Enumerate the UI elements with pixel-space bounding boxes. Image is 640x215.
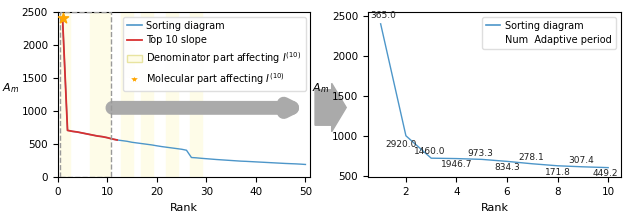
Legend: Sorting diagram, Num  Adaptive period: Sorting diagram, Num Adaptive period <box>482 17 616 49</box>
Bar <box>141 12 153 177</box>
Text: 307.4: 307.4 <box>569 156 595 165</box>
X-axis label: Rank: Rank <box>481 203 508 213</box>
Text: 171.8: 171.8 <box>545 167 570 177</box>
Bar <box>191 12 202 177</box>
Text: 449.2: 449.2 <box>593 169 618 178</box>
Text: 1946.7: 1946.7 <box>441 160 472 169</box>
Text: 2920.0: 2920.0 <box>385 140 417 149</box>
Text: 278.1: 278.1 <box>518 153 544 162</box>
X-axis label: Rank: Rank <box>170 203 198 213</box>
Text: 834.3: 834.3 <box>494 163 520 172</box>
Bar <box>90 12 109 177</box>
Bar <box>60 12 111 177</box>
FancyArrow shape <box>315 83 346 132</box>
Text: 973.3: 973.3 <box>468 149 493 158</box>
Bar <box>60 12 70 177</box>
Point <box>58 17 68 20</box>
Text: 1460.0: 1460.0 <box>414 147 445 157</box>
Y-axis label: $A_m$: $A_m$ <box>2 81 19 95</box>
Legend: Sorting diagram, Top 10 slope, Denominator part affecting $I^{(10)}$, Molecular : Sorting diagram, Top 10 slope, Denominat… <box>123 17 305 91</box>
Bar <box>166 12 177 177</box>
Text: 365.0: 365.0 <box>370 11 396 20</box>
Y-axis label: $A_m$: $A_m$ <box>312 81 330 95</box>
Bar <box>121 12 133 177</box>
